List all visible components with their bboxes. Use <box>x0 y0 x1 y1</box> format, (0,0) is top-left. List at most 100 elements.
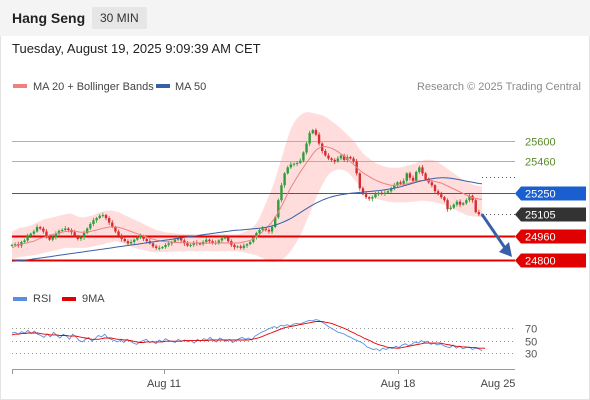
candle <box>154 244 158 250</box>
candle <box>39 225 42 231</box>
candle <box>48 234 51 241</box>
x-axis: Aug 11 Aug 18 Aug 25 <box>12 369 515 390</box>
candle <box>339 154 343 161</box>
candle <box>440 191 443 199</box>
candle <box>383 190 387 197</box>
candle <box>405 172 408 183</box>
candle <box>317 132 321 146</box>
pivot-label: 25250 <box>525 189 556 201</box>
rsi-legend-swatch <box>13 297 27 301</box>
candle <box>277 198 280 219</box>
candle <box>239 244 242 250</box>
candle <box>311 128 314 135</box>
candle <box>393 182 396 191</box>
candle <box>107 216 111 226</box>
candle <box>368 196 371 201</box>
candle <box>76 234 79 241</box>
moving-averages <box>11 146 483 262</box>
candle <box>86 227 89 235</box>
rsi-ma-line <box>11 321 486 349</box>
candle <box>10 243 14 247</box>
candle <box>443 196 446 203</box>
candle <box>60 228 64 232</box>
header-bar: Hang Seng 30 MIN <box>0 0 590 36</box>
candle <box>308 130 311 147</box>
candle <box>446 198 449 212</box>
candle <box>217 239 220 245</box>
candle <box>242 243 246 250</box>
candle <box>336 156 340 163</box>
rsi-reference-label: 50 <box>525 337 537 349</box>
candle <box>418 165 421 174</box>
candle <box>136 235 139 241</box>
candle <box>330 157 333 163</box>
candle <box>477 209 481 216</box>
x-tick-label: Aug 11 <box>147 378 181 390</box>
candle <box>158 245 161 251</box>
candle <box>95 216 98 223</box>
candle <box>295 161 299 167</box>
candle <box>126 239 130 246</box>
candle <box>42 226 45 234</box>
support-price-tag <box>515 253 586 268</box>
candle <box>64 226 67 232</box>
bollinger-band-fill <box>12 112 482 262</box>
candle <box>305 141 308 155</box>
candle <box>248 240 252 246</box>
candle <box>117 229 120 239</box>
support-label: 24960 <box>525 232 556 244</box>
candle <box>104 213 108 221</box>
ma20-legend-label: MA 20 + Bollinger Bands <box>33 81 154 93</box>
candle <box>452 203 455 210</box>
candle <box>424 172 427 181</box>
candle <box>299 158 302 165</box>
rsi-ma-legend-swatch <box>62 297 76 301</box>
ma50-legend-swatch <box>156 84 170 88</box>
candle <box>101 212 105 218</box>
candle <box>333 158 336 164</box>
candle <box>364 191 368 199</box>
candle <box>421 165 424 176</box>
candle <box>79 235 83 242</box>
candle <box>314 128 318 137</box>
candle <box>433 184 437 194</box>
candle <box>415 170 418 183</box>
ma50-line <box>11 177 483 262</box>
last-price-tag <box>515 207 586 222</box>
candle <box>374 191 377 199</box>
candle <box>23 238 26 244</box>
forecast-arrow <box>480 213 512 257</box>
candle <box>327 153 330 161</box>
candle <box>223 235 227 240</box>
candle <box>474 198 477 214</box>
rsi-reference-label: 30 <box>525 349 537 361</box>
candle <box>220 236 224 243</box>
candle <box>358 172 361 191</box>
candle <box>286 165 289 175</box>
candle <box>389 186 393 193</box>
candle <box>371 195 374 202</box>
candle <box>255 231 258 240</box>
candle <box>455 199 459 207</box>
candle <box>283 172 286 188</box>
ma50-legend-label: MA 50 <box>175 81 206 93</box>
candle <box>189 243 192 248</box>
candle <box>186 241 189 247</box>
candle <box>267 228 271 234</box>
candle <box>408 171 412 181</box>
candle <box>236 245 239 249</box>
candle <box>211 239 214 245</box>
candle <box>280 182 283 203</box>
candle <box>26 233 29 243</box>
x-tick-label: Aug 18 <box>381 378 416 390</box>
candle <box>32 229 36 237</box>
datetime-label: Tuesday, August 19, 2025 9:09:39 AM CET <box>12 41 261 56</box>
rsi-reference-label: 70 <box>525 324 537 336</box>
timeframe-badge[interactable]: 30 MIN <box>92 7 147 29</box>
bollinger-bands <box>12 112 482 262</box>
candle <box>89 222 92 231</box>
candle <box>349 155 352 160</box>
ma20-legend-swatch <box>13 84 27 88</box>
resistance-label: 25460 <box>525 157 556 169</box>
